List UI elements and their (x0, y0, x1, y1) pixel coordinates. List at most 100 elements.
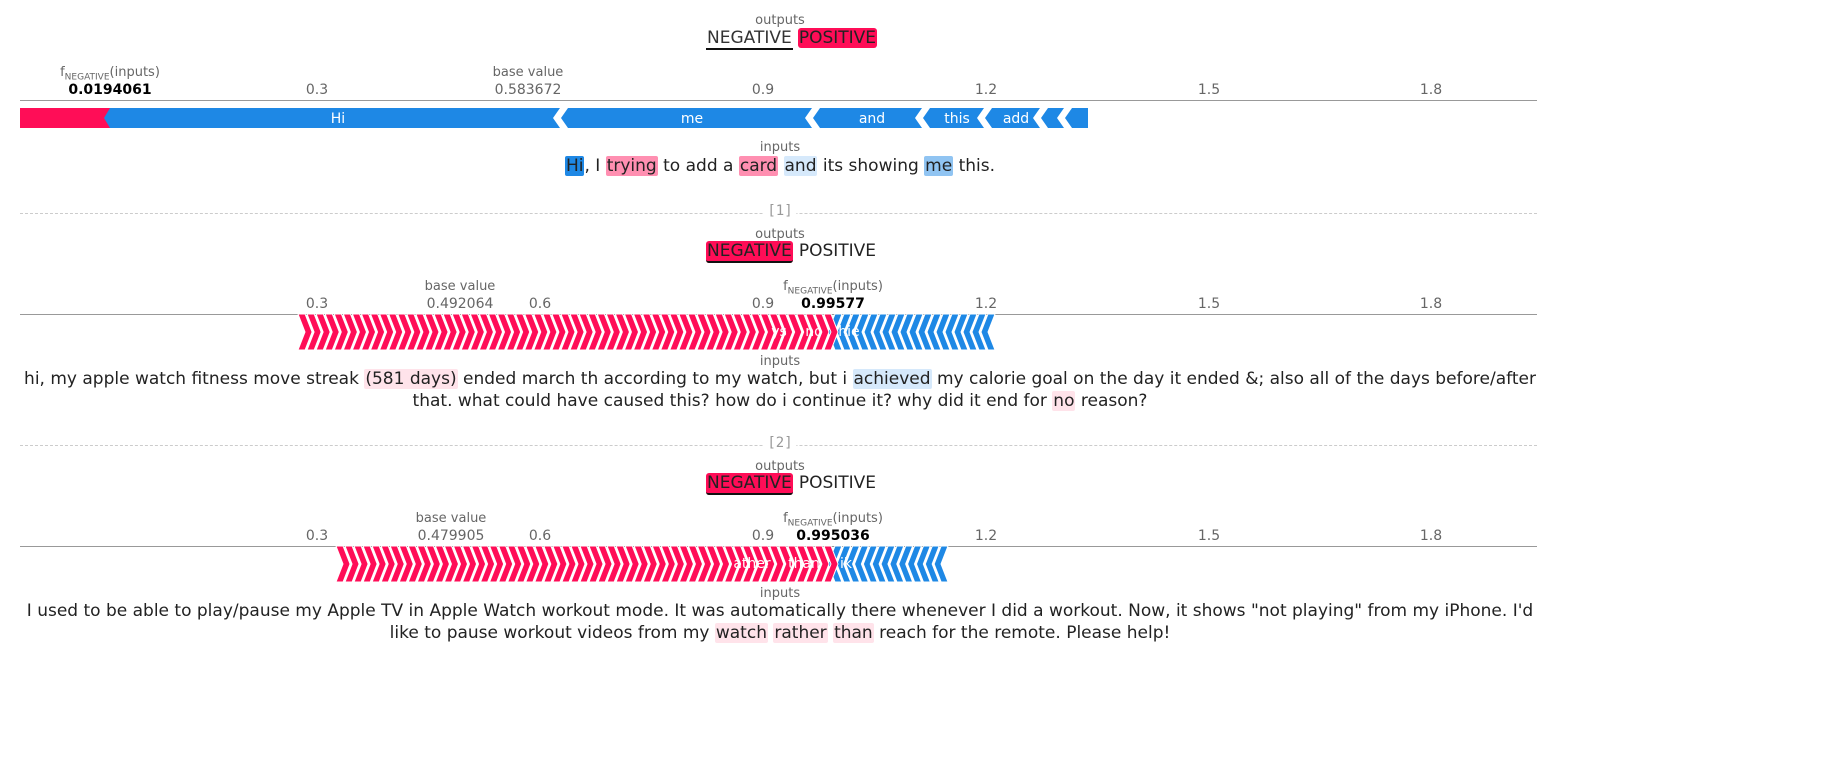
bar-label-add: add (1003, 111, 1029, 127)
positive-segment-31 (615, 545, 631, 583)
positive-segment-26 (533, 313, 549, 351)
positive-segment-7 (398, 545, 414, 583)
input-token[interactable]: (581 days) (364, 369, 458, 389)
input-token[interactable]: watch (714, 623, 768, 643)
input-token: to add a (657, 156, 739, 176)
positive-segment-31 (578, 313, 594, 351)
tick-0.3: 0.3 (305, 296, 329, 312)
positive-segment-33 (633, 545, 649, 583)
positive-segment-39 (650, 313, 667, 351)
positive-segment-11 (434, 545, 450, 583)
positive-segment-40 (696, 545, 713, 583)
positive-segment-21 (487, 313, 504, 351)
negative-segment-11 (924, 545, 940, 583)
input-token[interactable]: trying (605, 156, 658, 176)
class-positive[interactable]: POSITIVE (797, 28, 878, 48)
class-positive[interactable]: POSITIVE (798, 473, 877, 493)
negative-segment-15 (962, 313, 978, 351)
force-bar-0: Hi me and this add (20, 108, 1088, 128)
bar-label-hi: Hi (331, 111, 345, 127)
output-class-selector: NEGATIVE POSITIVE (706, 240, 877, 263)
bar-label-no: no (805, 324, 822, 340)
input-token[interactable]: me (924, 156, 954, 176)
positive-segment-49 (778, 545, 794, 583)
negative-segment-10 (915, 545, 932, 583)
input-token: , I (584, 156, 606, 176)
tick-0.3: 0.3 (305, 82, 329, 98)
bar-label-ik: ik (840, 556, 853, 572)
positive-segment-14 (461, 545, 478, 583)
class-negative[interactable]: NEGATIVE (706, 28, 793, 50)
positive-segment-1 (344, 545, 360, 583)
negative-segment-12 (935, 313, 951, 351)
positive-segment-15 (470, 545, 487, 583)
negative-segment-12 (933, 545, 949, 583)
positive-segment-33 (596, 313, 612, 351)
positive-segment-3 (324, 313, 340, 351)
positive-segment-13 (415, 313, 431, 351)
tick-0.9: 0.9 (751, 296, 775, 312)
positive-segment-43 (687, 313, 703, 351)
positive-segment-18 (460, 313, 476, 351)
positive-segment-35 (651, 545, 667, 583)
input-token[interactable]: achieved (852, 369, 932, 389)
f-value: 0.995036 (796, 528, 870, 544)
tick-0.6: 0.6 (528, 528, 552, 544)
negative-segment-6 (1041, 108, 1064, 128)
negative-segment-6 (880, 545, 896, 583)
positive-segment-49 (741, 313, 757, 351)
positive-segment-27 (579, 545, 595, 583)
negative-segment-add (985, 108, 1040, 128)
negative-segment-14 (953, 313, 969, 351)
positive-segment-23 (505, 313, 522, 351)
positive-segment-9 (378, 313, 395, 351)
positive-segment-13 (452, 545, 469, 583)
input-token[interactable]: card (738, 156, 779, 176)
positive-segment-16 (479, 545, 496, 583)
positive-segment-17 (488, 545, 505, 583)
negative-segment-3 (854, 545, 870, 583)
input-token[interactable]: no (1052, 391, 1076, 411)
class-positive[interactable]: POSITIVE (798, 241, 877, 261)
positive-segment-51 (796, 545, 812, 583)
positive-segment-30 (569, 313, 585, 351)
f-value-label: fNEGATIVE(inputs) (783, 279, 883, 297)
positive-segment-51 (759, 313, 776, 351)
positive-segment-25 (561, 545, 577, 583)
positive-segment-27 (542, 313, 558, 351)
positive-segment-36 (623, 313, 640, 351)
positive-segment-29 (597, 545, 613, 583)
negative-segment-5 (871, 545, 887, 583)
positive-segment-28 (588, 545, 604, 583)
positive-segment-22 (534, 545, 550, 583)
input-token[interactable]: rather (773, 623, 828, 643)
base-value-label: base value (492, 65, 564, 80)
positive-segment-57 (814, 313, 830, 351)
positive-segment-26 (570, 545, 586, 583)
input-token: reason? (1075, 391, 1148, 411)
positive-segment-45 (705, 313, 721, 351)
positive-segment-2 (315, 313, 331, 351)
positive-segment-3 (362, 545, 378, 583)
input-token[interactable]: than (833, 623, 874, 643)
class-negative[interactable]: NEGATIVE (706, 241, 793, 263)
inputs-text-0: Hi, I trying to add a card and its showi… (20, 155, 1540, 177)
positive-segment-9 (416, 545, 432, 583)
f-value: 0.0194061 (68, 82, 152, 98)
negative-segment-13 (944, 313, 960, 351)
positive-segment-37 (669, 545, 685, 583)
positive-segment-11 (397, 313, 413, 351)
negative-segment-2 (845, 545, 861, 583)
negative-segment-me (561, 108, 812, 128)
class-negative[interactable]: NEGATIVE (706, 473, 793, 495)
positive-segment-19 (506, 545, 523, 583)
input-token[interactable]: and (783, 156, 818, 176)
outputs-label: outputs (755, 13, 805, 28)
positive-segment-37 (632, 313, 649, 351)
tick-1.2: 1.2 (974, 296, 998, 312)
outputs-label: outputs (755, 459, 805, 474)
positive-segment-42 (678, 313, 694, 351)
input-token[interactable]: Hi (564, 156, 585, 176)
tick-0.3: 0.3 (305, 528, 329, 544)
inputs-text-2: I used to be able to play/pause my Apple… (20, 600, 1540, 644)
